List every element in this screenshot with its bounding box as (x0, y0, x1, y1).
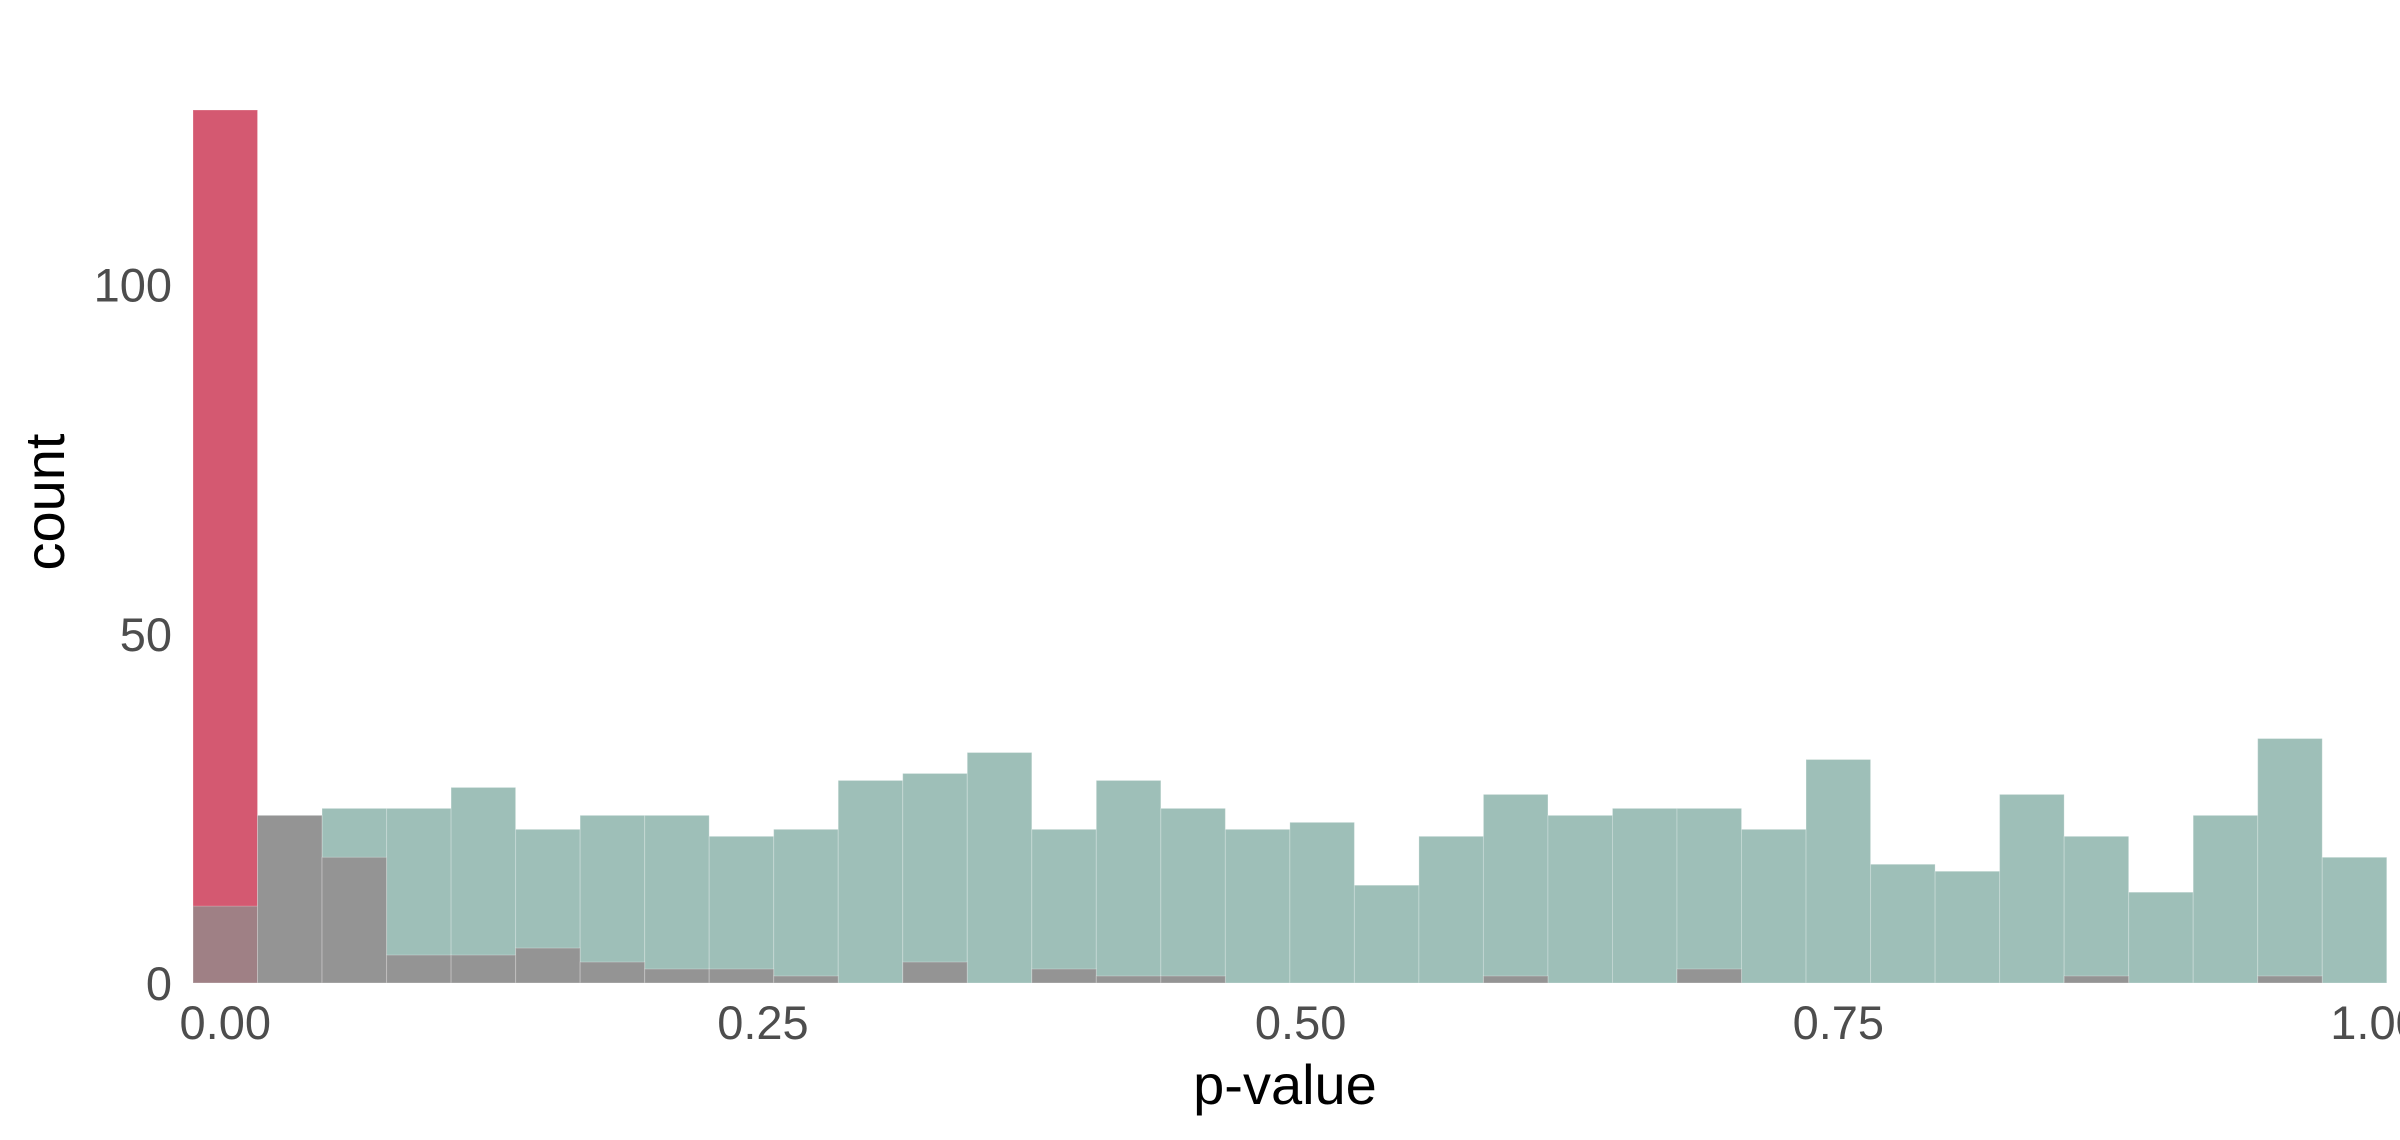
histogram-bar-series2-bin5 (515, 947, 581, 984)
histogram-bar-series2-bin20 (1482, 975, 1549, 984)
histogram-bar-series2-bin14 (1095, 975, 1162, 984)
histogram-bar-series1-bin6 (579, 814, 646, 984)
histogram-bar-series1-bin13 (1031, 828, 1097, 984)
histogram-bar-series1-bin3 (386, 807, 452, 984)
histogram-bar-series2-bin2 (321, 856, 388, 984)
histogram-bar-series1-bin25 (1805, 759, 1872, 984)
y-axis-title: count (13, 433, 76, 570)
histogram-bar-series2-bin29 (2063, 975, 2130, 984)
x-tick-label: 0.50 (1255, 996, 1346, 1049)
y-tick-label: 100 (94, 259, 172, 312)
histogram-bar-series2-bin23 (1676, 968, 1743, 984)
bars-layer (192, 109, 2388, 984)
histogram-bar-series1-bin16 (1224, 828, 1291, 984)
histogram-bar-series1-bin8 (708, 835, 775, 984)
histogram-bar-series2-bin13 (1031, 968, 1097, 984)
histogram-bar-series2-bin3 (386, 954, 452, 984)
histogram-bar-series1-bin19 (1418, 835, 1484, 984)
histogram-bar-series1-bin21 (1547, 814, 1613, 984)
histogram-bar-series1-bin15 (1160, 807, 1226, 984)
histogram-bar-series1-bin27 (1934, 870, 2001, 984)
histogram-bar-series1-bin17 (1289, 821, 1355, 984)
histogram-bar-series2-bin0 (192, 905, 259, 984)
histogram-bar-series1-bin24 (1741, 828, 1807, 984)
histogram-bar-series1-bin33 (2321, 856, 2388, 984)
ticks-layer: 0.00 0.25 0.50 0.75 1.00 0 50 100 (94, 259, 2400, 1049)
histogram-bar-series1-bin10 (837, 779, 904, 984)
histogram-bar-series2-bin7 (644, 968, 710, 984)
histogram-bar-series1-bin7 (644, 814, 710, 984)
histogram-bar-series1-bin28 (1999, 793, 2065, 984)
x-tick-label: 1.00 (2330, 996, 2400, 1049)
histogram-bar-series2-bin9 (773, 975, 839, 984)
histogram-bar-series1-bin14 (1095, 779, 1162, 984)
histogram-bar-series2-bin8 (708, 968, 775, 984)
histogram-bar-series1-bin32 (2257, 738, 2323, 984)
histogram-bar-series2-bin1 (257, 814, 323, 984)
histogram-bar-series1-bin30 (2128, 891, 2194, 984)
histogram-bar-series2-bin15 (1160, 975, 1226, 984)
y-tick-label: 50 (120, 608, 172, 661)
x-tick-label: 0.00 (180, 996, 271, 1049)
y-tick-label: 0 (146, 957, 172, 1010)
histogram-bar-series2-bin4 (450, 954, 517, 984)
histogram-bar-series1-bin18 (1353, 884, 1420, 984)
histogram-bar-series1-bin12 (966, 752, 1033, 984)
histogram-bar-series1-bin22 (1611, 807, 1678, 984)
histogram-bar-series1-bin11 (902, 772, 968, 984)
histogram-bar-series2-bin11 (902, 961, 968, 984)
histogram-bar-series1-bin9 (773, 828, 839, 984)
histogram-bar-series1-bin4 (450, 786, 517, 984)
histogram-bar-series2-bin32 (2257, 975, 2323, 984)
x-tick-label: 0.25 (717, 996, 808, 1049)
x-tick-label: 0.75 (1793, 996, 1884, 1049)
histogram-bar-series1-bin26 (1870, 863, 1936, 984)
histogram-bar-series1-bin23 (1676, 807, 1743, 984)
histogram-bar-series1-bin20 (1482, 793, 1549, 984)
histogram-bar-series1-bin31 (2192, 814, 2259, 984)
x-axis-title: p-value (1193, 1053, 1377, 1116)
histogram-bar-series2-bin6 (579, 961, 646, 984)
histogram-bar-series0-bin0 (192, 109, 259, 984)
histogram-bar-series1-bin29 (2063, 835, 2130, 984)
